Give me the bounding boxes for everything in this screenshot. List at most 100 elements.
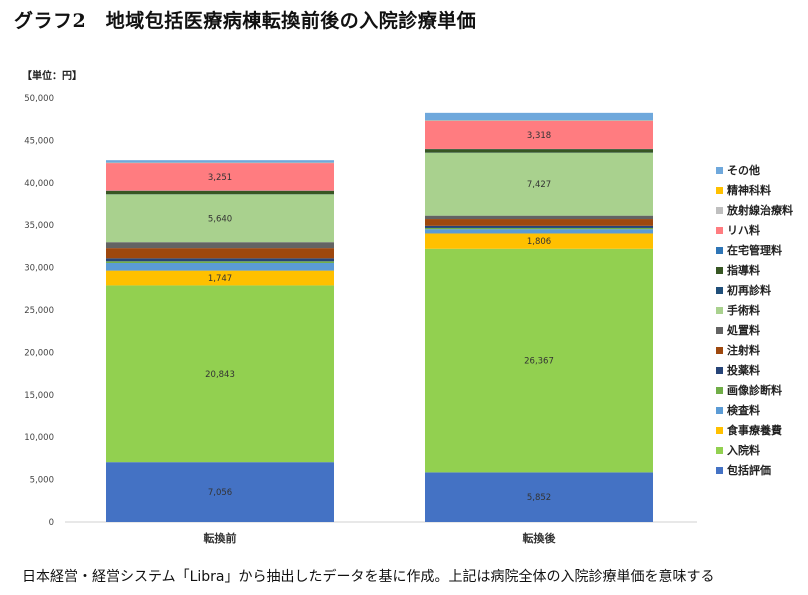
bar-segment-8 [106,242,334,249]
y-tick-label: 0 [49,518,54,528]
data-label: 1,806 [527,237,551,247]
legend-item: 画像診断料 [716,380,793,400]
legend-swatch [716,166,723,174]
data-label: 26,367 [524,357,554,367]
y-tick-label: 40,000 [24,179,54,189]
data-label: 5,852 [527,493,551,503]
legend-swatch [716,406,723,414]
legend-label: 処置料 [727,324,760,337]
bar-segment-1 [425,472,653,522]
bar-segment-13 [106,163,334,191]
y-tick-label: 10,000 [24,433,54,443]
bar-segment-13 [425,120,653,149]
data-label: 1,747 [208,274,232,284]
legend-item: 入院料 [716,440,793,460]
legend-item: 食事療養費 [716,420,793,440]
legend-swatch [716,186,723,194]
data-label: 20,843 [205,370,235,380]
legend-swatch [716,246,723,254]
y-tick-label: 25,000 [24,306,54,316]
legend-label: 精神科料 [727,184,771,197]
bar-segment-9 [106,194,334,243]
chart-title: グラフ2 地域包括医療病棟転換前後の入院診療単価 [14,10,477,32]
bar-segment-7 [425,219,653,226]
bar-segment-8 [425,215,653,220]
bar-segment-3 [106,270,334,286]
data-label: 7,427 [527,180,551,190]
chart-legend: その他精神科料放射線治療料 リハ料在宅管理料指導料初再診料手術料処置料注射料投薬料… [716,160,793,480]
bar-segment-16 [425,112,653,121]
x-category-label: 転換前 [204,531,237,545]
legend-item: 処置料 [716,320,793,340]
legend-item: 在宅管理料 [716,240,793,260]
unit-label: 【単位：円】 [22,71,82,82]
legend-label: 初再診料 [727,284,771,297]
y-tick-label: 50,000 [24,94,54,104]
legend-item: 指導料 [716,260,793,280]
legend-swatch [716,206,723,214]
y-tick-label: 30,000 [24,264,54,274]
legend-label: 放射線治療料 [727,204,793,217]
legend-swatch [716,446,723,454]
legend-item: 精神科料 [716,180,793,200]
legend-item: リハ料 [716,220,793,240]
legend-swatch [716,286,723,294]
legend-label: リハ料 [727,224,760,237]
legend-item: 初再診料 [716,280,793,300]
bar-segment-2 [425,248,653,473]
legend-label: 注射料 [727,344,760,357]
legend-swatch [716,226,723,234]
bar-segment-5 [106,261,334,263]
legend-item: その他 [716,160,793,180]
legend-swatch [716,326,723,334]
y-tick-label: 15,000 [24,391,54,401]
legend-label: 手術料 [727,304,760,317]
legend-swatch [716,366,723,374]
legend-swatch [716,426,723,434]
y-tick-label: 45,000 [24,136,54,146]
legend-label: 在宅管理料 [727,244,782,257]
legend-label: 包括評価 [727,464,771,477]
legend-label: 画像診断料 [727,384,782,397]
legend-item: 検査料 [716,400,793,420]
bar-segment-6 [425,225,653,228]
legend-label: 投薬料 [727,364,760,377]
y-tick-label: 35,000 [24,221,54,231]
bar-segment-4 [106,262,334,271]
stacked-bar-chart: 0 5,000 10,000 15,000 20,000 25,000 30,000 35,0… [24,94,697,545]
bar-segment-7 [106,248,334,259]
bar-segment-11 [106,190,334,195]
data-label: 3,318 [527,131,551,141]
footnote: 日本経営・経営システム「Libra」から抽出したデータを基に作成。上記は病院全体… [22,569,715,585]
legend-label: 検査料 [727,404,760,417]
data-label: 5,640 [208,214,232,224]
bar-segment-9 [425,152,653,216]
legend-item: 放射線治療料 [716,200,793,220]
legend-label: 指導料 [727,264,760,277]
data-label: 7,056 [208,488,232,498]
bar-segment-16 [106,160,334,163]
bar-segment-3 [425,233,653,249]
legend-item: 手術料 [716,300,793,320]
legend-label: 食事療養費 [727,424,782,437]
legend-item: 包括評価 [716,460,793,480]
data-label: 3,251 [208,173,232,183]
bar-segment-5 [425,227,653,230]
bar-segment-11 [425,149,653,153]
bar-segment-6 [106,258,334,262]
legend-swatch [716,266,723,274]
y-tick-label: 5,000 [30,476,54,486]
legend-swatch [716,466,723,474]
x-category-label: 転換後 [523,531,557,545]
legend-item: 投薬料 [716,360,793,380]
y-tick-label: 20,000 [24,348,54,358]
legend-label: その他 [727,164,760,177]
bar-segment-4 [425,229,653,234]
bar-segment-1 [106,462,334,522]
bar-segment-2 [106,285,334,463]
legend-label: 入院料 [727,444,760,457]
legend-swatch [716,306,723,314]
legend-swatch [716,346,723,354]
legend-swatch [716,386,723,394]
legend-item: 注射料 [716,340,793,360]
